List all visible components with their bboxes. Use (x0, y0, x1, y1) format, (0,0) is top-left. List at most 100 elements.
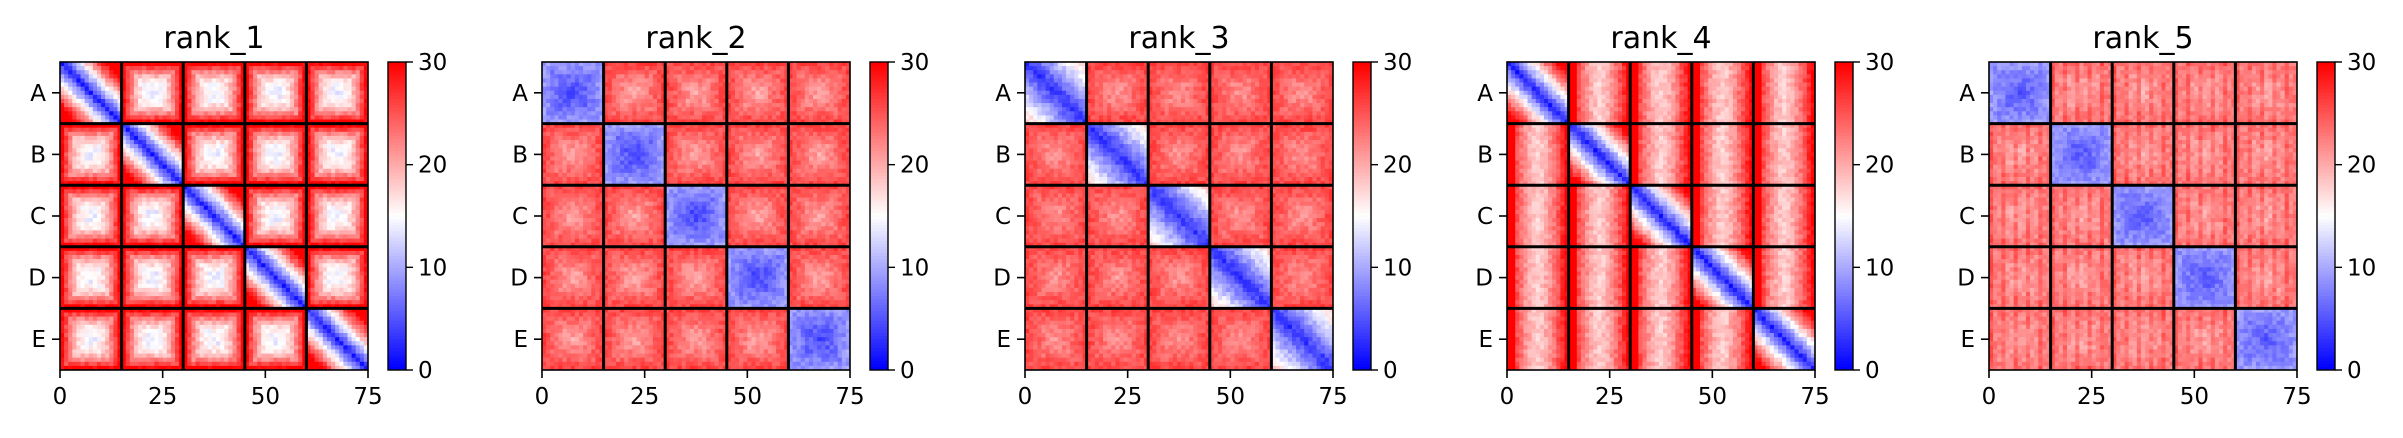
heatmap-cell (298, 185, 303, 190)
heatmap-cell (154, 181, 159, 186)
heatmap-cell (253, 86, 258, 92)
heatmap-cell (359, 246, 365, 252)
heatmap-cell (322, 148, 328, 153)
heatmap-cell (289, 168, 295, 174)
heatmap-cell (285, 140, 291, 145)
heatmap-cell (174, 234, 180, 239)
heatmap-cell (158, 131, 164, 137)
heatmap-cell (158, 172, 164, 178)
heatmap-cell (265, 275, 270, 281)
heatmap-cell (339, 263, 344, 268)
heatmap-cell (244, 90, 250, 96)
heatmap-cell (248, 226, 254, 231)
heatmap-cell (363, 148, 369, 153)
heatmap-cell (261, 324, 266, 330)
heatmap-cell (105, 156, 110, 161)
heatmap-cell (310, 168, 315, 174)
heatmap-cell (146, 197, 151, 202)
heatmap-cell (183, 168, 188, 174)
heatmap-cell (207, 291, 213, 297)
heatmap-cell (314, 255, 320, 260)
heatmap-cell (158, 218, 164, 223)
heatmap-cell (166, 230, 172, 235)
heatmap-cell (133, 218, 139, 223)
heatmap-cell (142, 127, 147, 133)
heatmap-cell (207, 193, 213, 198)
heatmap-cell (281, 271, 287, 276)
heatmap-cell (154, 255, 159, 260)
heatmap-cell (269, 135, 274, 141)
heatmap-cell (265, 246, 270, 252)
heatmap-cell (195, 238, 200, 244)
heatmap-cell (289, 312, 295, 317)
heatmap-cell (166, 103, 172, 108)
heatmap-cell (150, 320, 155, 326)
heatmap-cell (72, 131, 77, 137)
heatmap-cell (138, 304, 143, 309)
heatmap-cell (146, 160, 151, 166)
heatmap-cell (355, 86, 361, 92)
heatmap-cell (359, 271, 365, 276)
heatmap-cell (154, 218, 159, 223)
heatmap-cell (236, 283, 242, 289)
heatmap-cell (125, 304, 131, 309)
heatmap-cell (203, 78, 209, 83)
heatmap-cell (84, 78, 90, 83)
heatmap-cell (195, 328, 200, 334)
heatmap-cell (183, 185, 188, 190)
heatmap-cell (203, 123, 209, 129)
heatmap-cell (109, 234, 114, 239)
heatmap-cell (117, 90, 122, 96)
heatmap-cell (314, 119, 320, 124)
heatmap-cell (76, 82, 81, 87)
heatmap-cell (113, 135, 118, 141)
heatmap-cell (236, 300, 242, 305)
heatmap-cell (84, 333, 90, 338)
heatmap-cell (105, 246, 110, 252)
heatmap-cell (105, 148, 110, 153)
heatmap-cell (302, 152, 307, 157)
heatmap-cell (174, 218, 180, 223)
heatmap-cell (109, 123, 114, 129)
heatmap-cell (138, 283, 143, 289)
heatmap-cell (88, 255, 94, 260)
heatmap-cell (92, 316, 98, 322)
heatmap-cell (244, 181, 250, 186)
heatmap-cell (84, 304, 90, 309)
heatmap-cell (347, 300, 352, 305)
heatmap-cell (257, 127, 262, 133)
heatmap-cell (331, 135, 336, 141)
heatmap-cell (351, 316, 357, 322)
heatmap-cell (76, 312, 81, 317)
heatmap-cell (355, 185, 361, 190)
heatmap-cell (363, 164, 369, 170)
heatmap-cell (158, 160, 164, 166)
heatmap-cell (306, 115, 311, 120)
heatmap-cell (269, 107, 274, 112)
heatmap-cell (236, 209, 242, 215)
heatmap-cell (199, 94, 205, 100)
heatmap-cell (335, 135, 340, 141)
heatmap-cell (84, 123, 90, 129)
heatmap-cell (326, 172, 332, 178)
heatmap-cell (76, 320, 81, 326)
heatmap-cell (84, 127, 90, 133)
heatmap-cell (347, 164, 352, 170)
heatmap-cell (195, 279, 200, 285)
heatmap-cell (335, 90, 340, 96)
heatmap-cell (326, 193, 332, 198)
heatmap-cell (179, 287, 184, 293)
heatmap-cell (220, 201, 225, 207)
heatmap-cell (96, 90, 102, 96)
heatmap-cell (150, 300, 155, 305)
heatmap-cell (285, 234, 291, 239)
heatmap-cell (306, 144, 311, 149)
heatmap-cell (166, 193, 172, 198)
heatmap-cell (80, 308, 85, 313)
heatmap-cell (302, 271, 307, 276)
heatmap-cell (154, 164, 159, 170)
heatmap-cell (335, 181, 340, 186)
heatmap-cell (306, 324, 311, 330)
heatmap-cell (203, 283, 209, 289)
